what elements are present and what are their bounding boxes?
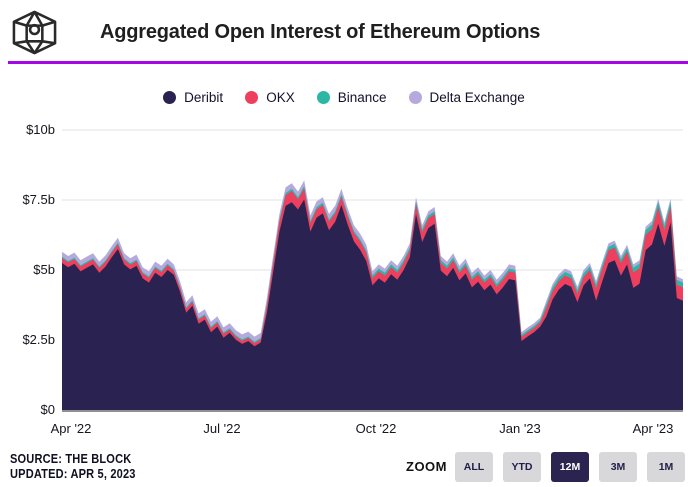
zoom-button-1m[interactable]: 1M (647, 452, 685, 482)
y-tick-7-5b: $7.5b (22, 192, 55, 207)
x-tick-jul-22: Jul '22 (203, 421, 241, 436)
y-tick-0: $0 (40, 402, 55, 417)
updated-line: UPDATED: APR 5, 2023 (10, 465, 136, 481)
zoom-button-all[interactable]: ALL (455, 452, 493, 482)
area-deribit (62, 199, 683, 410)
y-tick-5b: $5b (33, 262, 55, 277)
legend-item-delta-exchange[interactable]: Delta Exchange (408, 90, 525, 105)
legend-label-binance: Binance (337, 90, 387, 105)
okx-dot-icon (245, 91, 259, 104)
legend-item-deribit[interactable]: Deribit (163, 90, 223, 105)
legend-label-delta-exchange: Delta Exchange (429, 90, 525, 105)
chart-legend: Deribit OKX Binance Delta Exchange (0, 90, 688, 105)
zoom-label: ZOOM (406, 459, 447, 474)
binance-dot-icon (316, 91, 330, 104)
x-tick-jan-23: Jan '23 (499, 421, 541, 436)
zoom-button-12m[interactable]: 12M (551, 452, 589, 482)
y-tick-10b: $10b (26, 122, 55, 137)
legend-item-binance[interactable]: Binance (316, 90, 387, 105)
x-tick-apr-22: Apr '22 (50, 421, 92, 436)
deribit-dot-icon (163, 91, 177, 104)
legend-label-deribit: Deribit (184, 90, 224, 105)
x-tick-oct-22: Oct '22 (355, 421, 397, 436)
source-attribution: SOURCE: THE BLOCK UPDATED: APR 5, 2023 (10, 451, 136, 481)
accent-divider (8, 61, 688, 64)
the-block-logo-icon (12, 10, 57, 55)
source-line: SOURCE: THE BLOCK (10, 451, 132, 466)
zoom-button-3m[interactable]: 3M (599, 452, 637, 482)
legend-item-okx[interactable]: OKX (245, 90, 295, 105)
x-tick-apr-23: Apr '23 (632, 421, 674, 436)
stacked-areas (62, 180, 683, 410)
page-title: Aggregated Open Interest of Ethereum Opt… (100, 21, 541, 43)
zoom-button-ytd[interactable]: YTD (503, 452, 541, 482)
legend-label-okx: OKX (266, 90, 295, 105)
delta-exchange-dot-icon (408, 91, 422, 104)
y-tick-2-5b: $2.5b (22, 332, 55, 347)
